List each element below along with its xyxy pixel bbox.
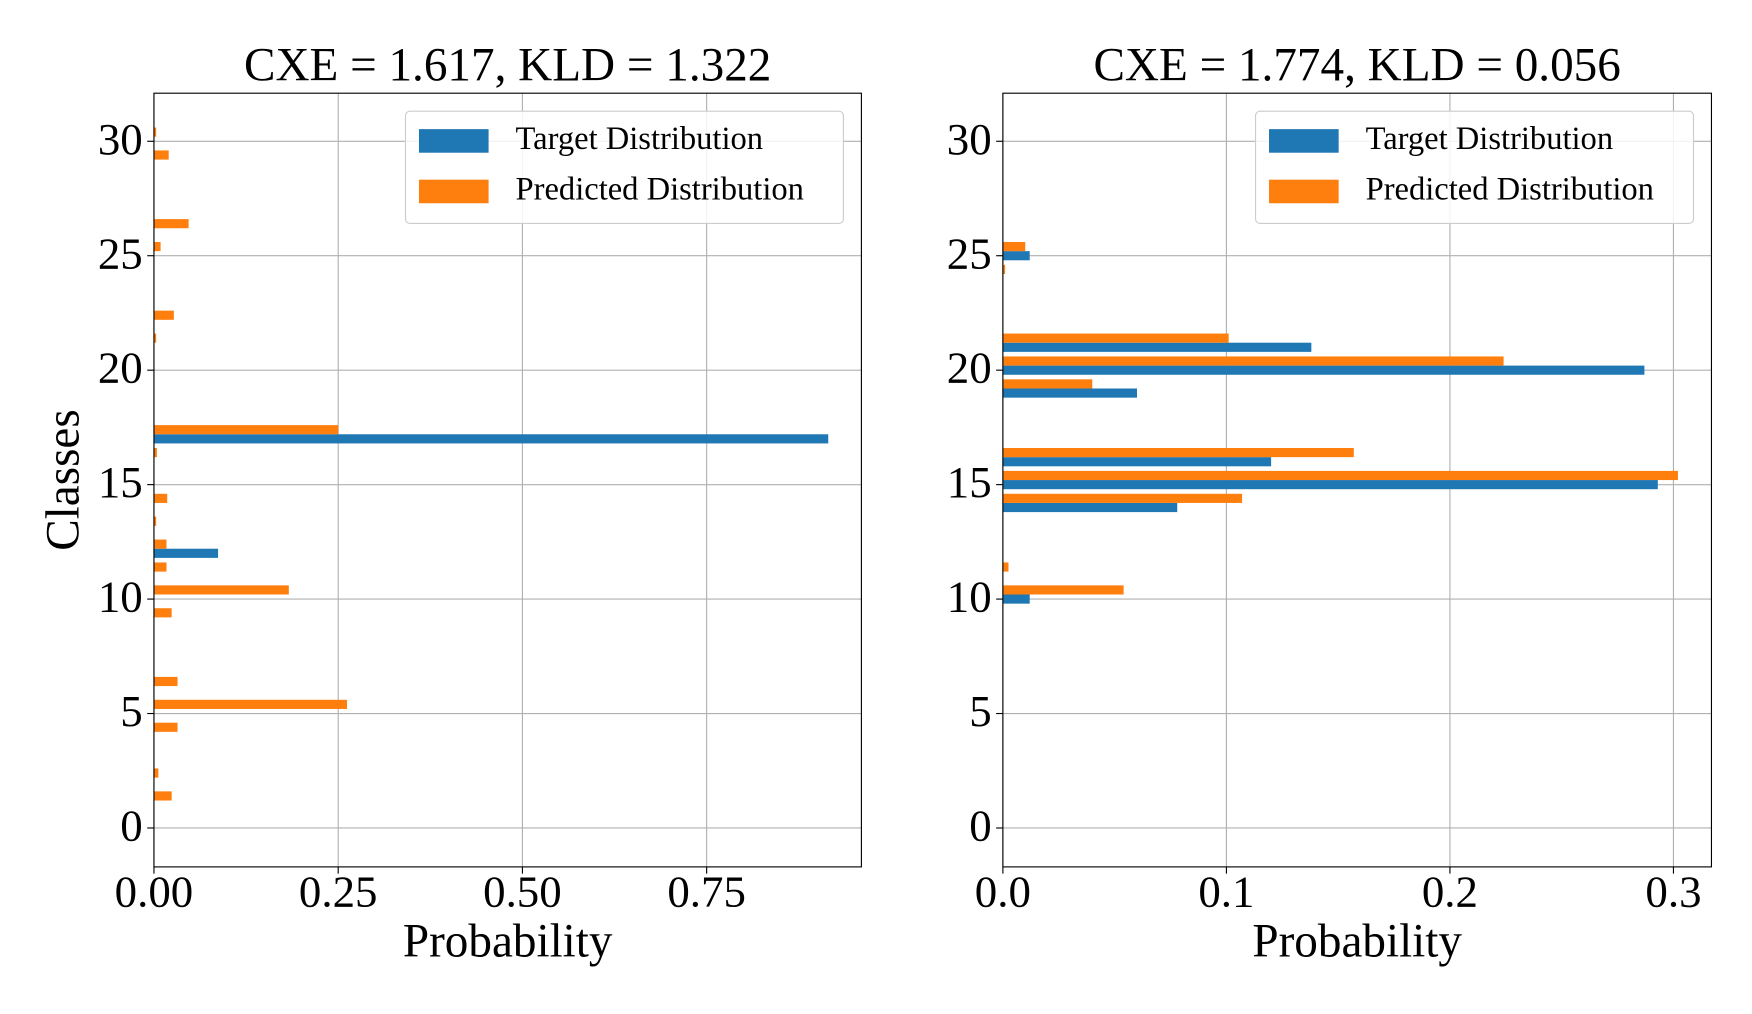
y-tick-label: 25 — [98, 228, 143, 278]
x-tick-label: 0.00 — [115, 866, 194, 916]
bar — [1002, 457, 1272, 467]
bar — [153, 768, 159, 778]
bar — [153, 310, 174, 320]
bar — [1002, 388, 1138, 398]
x-tick-label: 0.50 — [483, 866, 562, 916]
bar — [153, 608, 172, 618]
y-tick-label: 0 — [120, 801, 142, 851]
bar — [1002, 356, 1504, 366]
legend-box — [1254, 110, 1695, 225]
bar — [153, 219, 189, 229]
y-axis-label: Classes — [37, 409, 89, 550]
bar — [153, 676, 178, 687]
bar — [153, 548, 219, 558]
y-tick-label: 5 — [120, 686, 142, 736]
bar — [153, 127, 157, 137]
legend-swatch — [418, 129, 489, 153]
y-tick-label: 25 — [947, 228, 992, 278]
bar — [1002, 448, 1354, 458]
bar — [153, 562, 167, 572]
bar — [1002, 241, 1026, 252]
x-tick-label: 0.25 — [299, 866, 378, 916]
bar — [1002, 562, 1009, 572]
bar — [153, 425, 339, 435]
y-tick-label: 20 — [98, 343, 143, 393]
bar — [153, 539, 167, 549]
bar — [1002, 470, 1678, 481]
y-tick-label: 10 — [98, 572, 143, 622]
bar — [153, 585, 289, 595]
y-tick-label: 30 — [947, 114, 992, 164]
bar — [1002, 251, 1030, 261]
bar — [153, 791, 172, 801]
y-tick-label: 15 — [98, 457, 143, 507]
bar — [1002, 264, 1006, 275]
x-axis-label: Probability — [1252, 915, 1462, 967]
bar — [1002, 342, 1312, 352]
y-tick-label: 10 — [947, 572, 992, 622]
y-tick-label: 15 — [947, 457, 992, 507]
legend-label: Target Distribution — [1366, 121, 1614, 157]
axes: 0.00 0.25 0.50 0.75 0 5 10 15 20 25 30 CXE = 1.617,… — [37, 39, 862, 967]
bar — [153, 699, 348, 709]
chart-title: CXE = 1.774, KLD = 0.056 — [1093, 39, 1620, 91]
axes-frame — [1002, 92, 1713, 868]
y-tick-label: 30 — [98, 114, 143, 164]
chart-title: CXE = 1.617, KLD = 1.322 — [244, 39, 771, 91]
bar — [153, 333, 157, 343]
x-tick-label: 0.0 — [975, 866, 1031, 916]
x-tick-label: 0.2 — [1422, 866, 1478, 916]
x-tick-label: 0.3 — [1645, 866, 1701, 916]
bar — [1002, 365, 1645, 375]
axes-frame — [153, 92, 862, 868]
bar — [1002, 480, 1658, 490]
axes: 0.0 0.1 0.2 0.3 0 5 10 15 20 25 30 CXE = 1.774, KLD… — [947, 39, 1713, 967]
bar — [1002, 333, 1229, 343]
x-axis-label: Probability — [403, 915, 613, 967]
bar — [153, 516, 157, 526]
y-tick-label: 5 — [969, 686, 991, 736]
bar — [153, 434, 829, 444]
y-tick-label: 20 — [947, 343, 992, 393]
x-tick-label: 0.1 — [1198, 866, 1254, 916]
x-tick-label: 0.75 — [667, 866, 746, 916]
bar — [1002, 502, 1178, 513]
bar — [1002, 585, 1124, 595]
legend-swatch — [1269, 179, 1339, 204]
y-tick-label: 0 — [969, 801, 991, 851]
bar — [153, 493, 168, 503]
legend-label: Predicted Distribution — [516, 171, 804, 207]
bar — [1002, 594, 1030, 604]
bar — [153, 241, 161, 252]
legend-label: Predicted Distribution — [1366, 171, 1654, 207]
bar — [153, 722, 178, 732]
bar — [1002, 379, 1093, 389]
legend-box — [404, 110, 844, 225]
bar — [1002, 493, 1243, 503]
legend-label: Target Distribution — [516, 121, 764, 157]
legend-swatch — [418, 179, 489, 204]
bar — [153, 150, 169, 160]
bar — [153, 448, 157, 458]
legend-swatch — [1269, 129, 1339, 153]
